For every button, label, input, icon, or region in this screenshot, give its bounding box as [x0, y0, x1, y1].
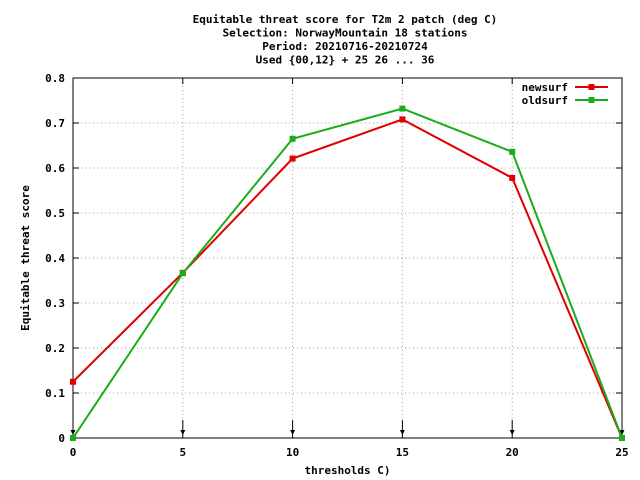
series-group — [70, 105, 625, 441]
x-axis: 0 5 10 15 20 25 — [70, 78, 629, 459]
sample-marker — [290, 420, 296, 435]
data-point — [399, 116, 406, 123]
sample-marker — [70, 420, 76, 435]
series-newsurf — [70, 116, 625, 441]
plot-frame — [72, 77, 623, 439]
x-tick-label: 20 — [506, 446, 519, 459]
x-tick-label: 15 — [396, 446, 409, 459]
series-line — [72, 118, 623, 439]
series-oldsurf — [70, 105, 625, 441]
y-tick-label: 0 — [58, 432, 65, 445]
sample-markers — [70, 420, 625, 435]
data-point — [509, 174, 516, 181]
sample-marker — [399, 420, 405, 435]
sample-marker-head — [290, 430, 296, 435]
data-point — [179, 270, 186, 277]
chart-title-line: Period: 20210716-20210724 — [262, 40, 428, 53]
sample-marker-head — [399, 430, 405, 435]
y-tick-label: 0.2 — [45, 342, 65, 355]
series-line — [72, 107, 623, 439]
grid — [73, 78, 622, 438]
sample-marker-head — [509, 430, 515, 435]
sample-marker — [180, 420, 186, 435]
x-tick-label: 25 — [615, 446, 628, 459]
x-tick-label: 0 — [70, 446, 77, 459]
y-tick-label: 0.5 — [45, 207, 65, 220]
data-point — [289, 135, 296, 142]
sample-marker-head — [70, 430, 76, 435]
sample-marker — [509, 420, 515, 435]
y-tick-label: 0.8 — [45, 72, 65, 85]
sample-marker — [619, 420, 625, 435]
sample-marker-head — [619, 430, 625, 435]
chart-title-line: Used {00,12} + 25 26 ... 36 — [256, 54, 435, 67]
data-point — [70, 378, 76, 385]
data-point — [289, 155, 296, 162]
data-point — [509, 148, 516, 155]
y-tick-label: 0.6 — [45, 162, 65, 175]
chart-title-line: Equitable threat score for T2m 2 patch (… — [193, 13, 498, 26]
y-tick-label: 0.1 — [45, 387, 65, 400]
legend-label: newsurf — [522, 81, 568, 94]
x-axis-label: thresholds C) — [304, 464, 390, 477]
data-point — [70, 435, 76, 441]
y-axis-label: Equitable threat score — [19, 185, 32, 331]
y-axis: 0 0.1 0.2 0.3 0.4 0.5 0.6 0.7 0.8 — [45, 72, 622, 445]
legend-marker — [588, 84, 595, 90]
y-tick-label: 0.4 — [45, 252, 65, 265]
legend-label: oldsurf — [522, 94, 568, 107]
y-tick-label: 0.7 — [45, 117, 65, 130]
data-point — [619, 435, 625, 441]
x-tick-label: 10 — [286, 446, 299, 459]
chart-title: Equitable threat score for T2m 2 patch (… — [193, 13, 498, 67]
sample-marker-head — [180, 430, 186, 435]
data-point — [399, 105, 406, 112]
chart-title-line: Selection: NorwayMountain 18 stations — [222, 27, 467, 40]
x-tick-label: 5 — [179, 446, 186, 459]
y-tick-label: 0.3 — [45, 297, 65, 310]
legend-marker — [588, 97, 595, 103]
